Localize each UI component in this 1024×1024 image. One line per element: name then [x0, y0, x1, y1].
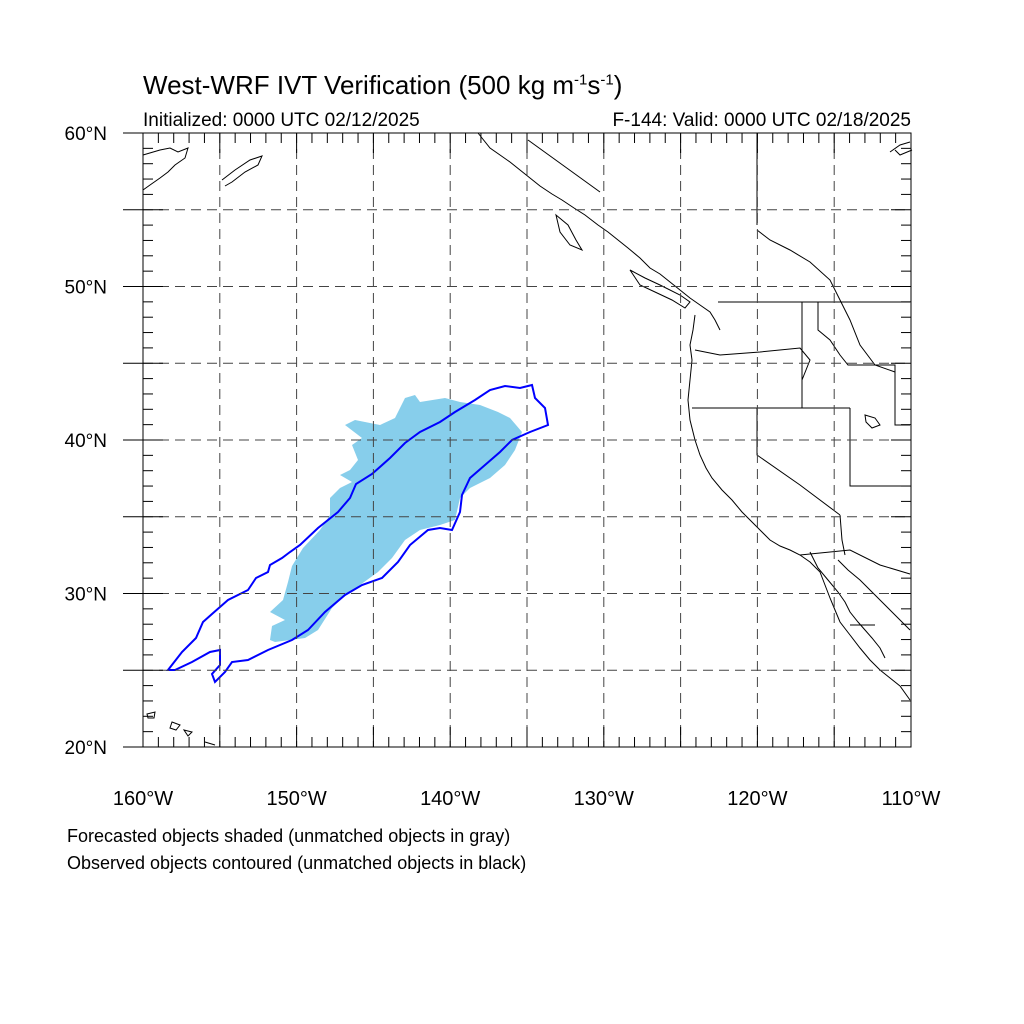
valid-time: F-144: Valid: 0000 UTC 02/18/2025 [612, 110, 911, 131]
observed-object [165, 383, 550, 684]
initialized-time: Initialized: 0000 UTC 02/12/2025 [143, 110, 420, 131]
lat-label: 30°N [65, 585, 107, 606]
lon-labels: 160°W 150°W 140°W 130°W 120°W 110°W [113, 788, 941, 810]
lon-label: 140°W [420, 788, 480, 810]
footer-line-2: Observed objects contoured (unmatched ob… [67, 853, 527, 873]
graticule [143, 133, 911, 747]
lon-label: 120°W [727, 788, 787, 810]
lat-label: 20°N [65, 738, 107, 759]
footer-line-1: Forecasted objects shaded (unmatched obj… [67, 826, 511, 846]
lon-label: 150°W [266, 788, 326, 810]
lat-label: 40°N [65, 431, 107, 452]
lon-label: 110°W [882, 788, 941, 810]
lat-label: 60°N [65, 124, 107, 145]
forecast-object [270, 395, 522, 642]
lat-label: 50°N [65, 278, 107, 299]
axis-ticks [123, 132, 912, 748]
lon-label: 130°W [574, 788, 634, 810]
lon-label: 160°W [113, 788, 173, 810]
map-title: West-WRF IVT Verification (500 kg m-1s-1… [143, 70, 623, 100]
lat-labels: 20°N 30°N 40°N 50°N 60°N [65, 124, 107, 759]
